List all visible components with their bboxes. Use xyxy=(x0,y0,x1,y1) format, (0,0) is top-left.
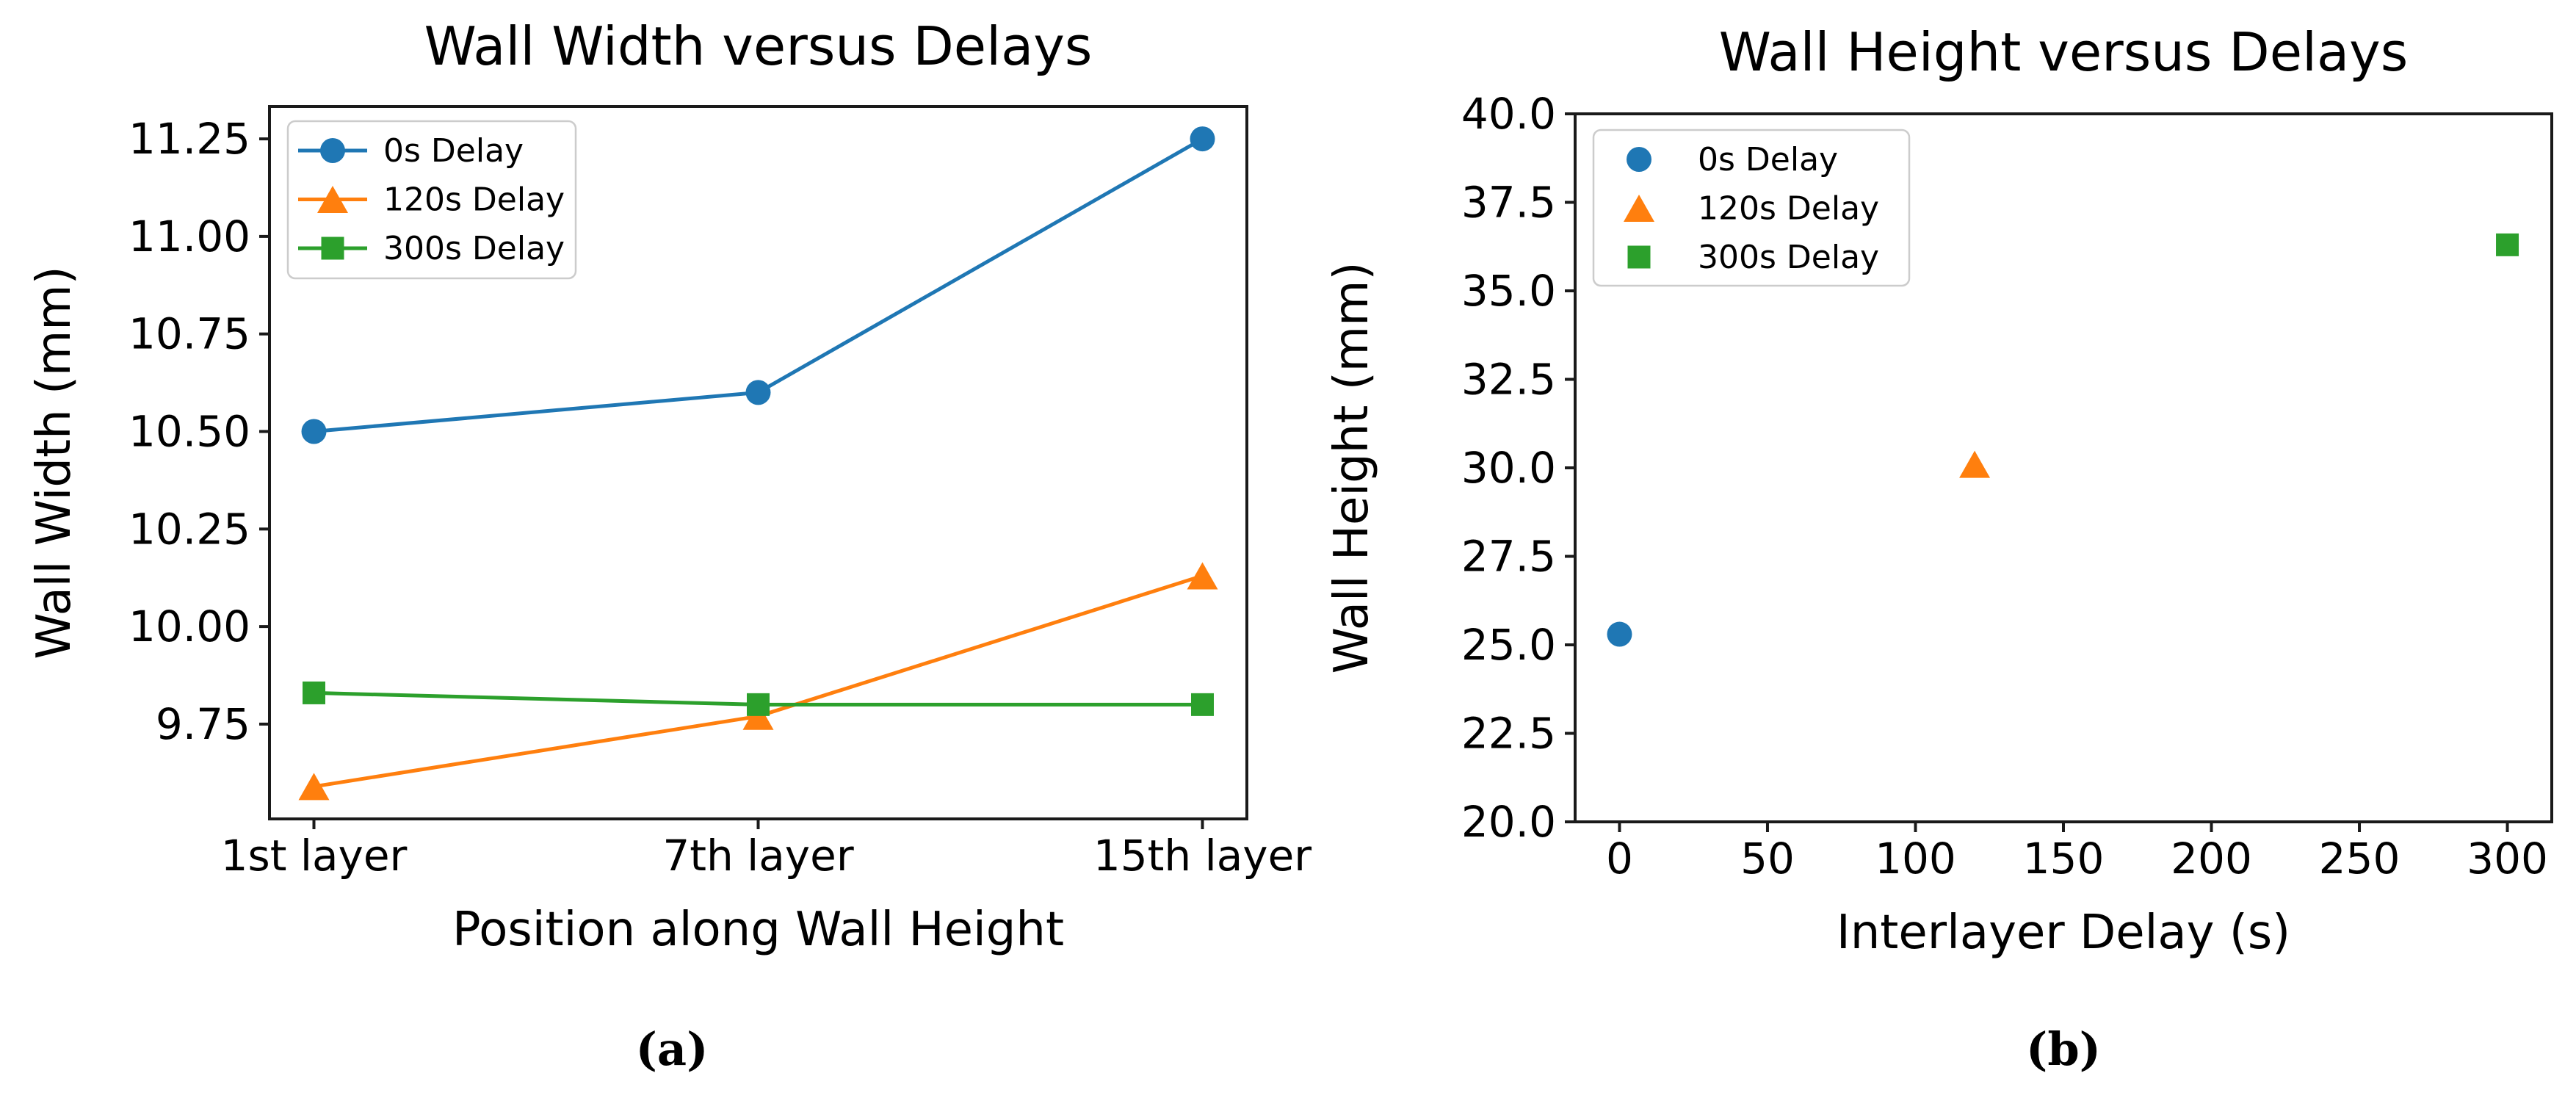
subfigure-label-b: (b) xyxy=(2025,1022,2102,1076)
y-tick-label: 25.0 xyxy=(1461,620,1556,670)
series-120s-delay xyxy=(1959,450,1991,478)
data-point-circle xyxy=(745,380,771,405)
y-axis-label: Wall Width (mm) xyxy=(27,266,82,659)
legend: 0s Delay 120s Delay 300s Delay xyxy=(286,120,577,280)
subfigure-label-a: (a) xyxy=(635,1022,709,1076)
y-tick-label: 11.00 xyxy=(129,212,250,261)
y-tick-label: 40.0 xyxy=(1461,89,1556,139)
y-tick-label: 22.5 xyxy=(1461,709,1556,759)
legend-label: 0s Delay xyxy=(1698,141,1838,178)
data-point-triangle xyxy=(1959,450,1991,478)
legend-item: 0s Delay xyxy=(298,132,524,170)
data-point-circle xyxy=(1607,621,1632,647)
legend-item: 120s Delay xyxy=(1624,190,1879,228)
y-tick-label: 27.5 xyxy=(1461,532,1556,582)
legend-box xyxy=(286,120,577,280)
data-point-triangle xyxy=(742,702,774,730)
y-tick-label: 11.25 xyxy=(129,114,250,164)
legend-marker-triangle xyxy=(317,186,348,213)
x-axis-label: Interlayer Delay (s) xyxy=(1837,906,2290,960)
x-tick-label: 250 xyxy=(2319,834,2400,884)
data-point-circle xyxy=(301,419,327,444)
legend-label: 120s Delay xyxy=(383,181,565,219)
plot-border xyxy=(1574,112,2553,823)
y-tick-label: 35.0 xyxy=(1461,266,1556,316)
x-tick-label: 100 xyxy=(1875,834,1956,884)
wall-width-chart: Wall Width versus Delays Position along W… xyxy=(27,15,1311,957)
legend-label: 120s Delay xyxy=(1698,190,1879,228)
wall-height-chart: Wall Height versus Delays Interlayer Dela… xyxy=(1325,21,2553,960)
y-tick-label: 10.50 xyxy=(129,407,250,457)
y-tick-label: 10.25 xyxy=(129,504,250,554)
data-point-square xyxy=(303,681,325,704)
x-tick-label: 0 xyxy=(1606,834,1633,884)
data-point-square xyxy=(747,693,770,716)
legend-label: 300s Delay xyxy=(383,230,565,267)
legend-item: 300s Delay xyxy=(298,230,565,267)
legend-marker-triangle xyxy=(1624,195,1654,222)
data-point-circle xyxy=(1190,126,1215,152)
x-tick-label: 15th layer xyxy=(1093,831,1311,881)
x-tick-label: 50 xyxy=(1740,834,1795,884)
series-120s-delay xyxy=(298,562,1218,801)
series-300s-delay xyxy=(303,681,1214,716)
x-tick-label: 300 xyxy=(2467,834,2548,884)
legend-marker-square xyxy=(321,236,344,260)
y-tick-label: 10.00 xyxy=(129,602,250,651)
series-line xyxy=(314,574,1204,789)
x-axis-label: Position along Wall Height xyxy=(452,903,1064,957)
legend-item: 0s Delay xyxy=(1627,141,1838,178)
x-tick-label: 200 xyxy=(2171,834,2252,884)
legend-box xyxy=(1592,129,1911,287)
legend: 0s Delay 120s Delay 300s Delay xyxy=(1592,129,1911,287)
chart-title: Wall Width versus Delays xyxy=(424,15,1093,77)
data-point-square xyxy=(1191,693,1214,716)
plot-border xyxy=(268,105,1248,820)
series-0s-delay xyxy=(1607,621,1632,647)
legend-marker-circle xyxy=(320,138,345,163)
y-tick-label: 37.5 xyxy=(1461,178,1556,228)
legend-item: 120s Delay xyxy=(298,181,565,219)
y-axis-label: Wall Height (mm) xyxy=(1325,262,1379,674)
y-tick-label: 10.75 xyxy=(129,309,250,359)
y-tick-label: 9.75 xyxy=(156,699,250,749)
legend-marker-square xyxy=(1627,245,1651,269)
series-0s-delay xyxy=(301,126,1215,444)
x-tick-label: 150 xyxy=(2023,834,2105,884)
legend-item: 300s Delay xyxy=(1627,239,1879,276)
data-point-triangle xyxy=(298,773,330,801)
x-tick-label: 1st layer xyxy=(221,831,408,881)
legend-label: 300s Delay xyxy=(1698,239,1879,276)
x-tick-label: 7th layer xyxy=(662,831,854,881)
y-tick-label: 20.0 xyxy=(1461,797,1556,847)
legend-marker-circle xyxy=(1627,147,1651,172)
chart-title: Wall Height versus Delays xyxy=(1719,21,2409,83)
y-tick-label: 32.5 xyxy=(1461,355,1556,405)
data-point-square xyxy=(2496,233,2519,256)
y-tick-label: 30.0 xyxy=(1461,443,1556,493)
legend-label: 0s Delay xyxy=(383,132,524,170)
data-point-triangle xyxy=(1187,562,1218,590)
series-300s-delay xyxy=(2496,233,2519,256)
